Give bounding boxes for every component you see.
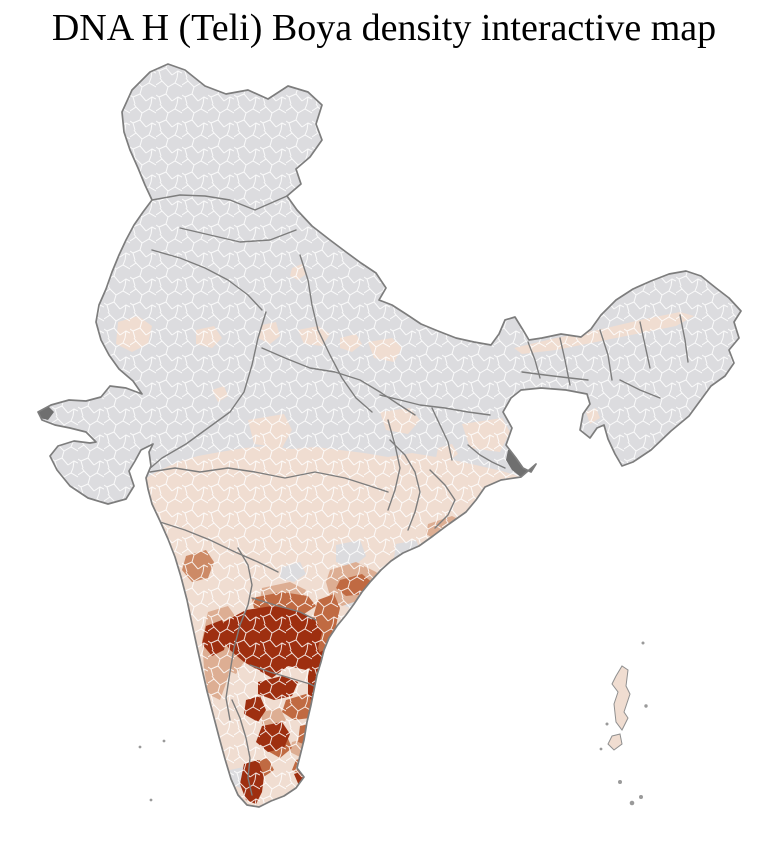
map-title: DNA H (Teli) Boya density interactive ma… [51,7,717,49]
andaman-nicobar-chain[interactable] [607,665,631,751]
national-border-outline [37,63,742,808]
state-borders [147,194,689,796]
district-borders-overlay [38,64,741,807]
andaman-nicobar-specks [599,641,648,806]
kutch-creek-marsh [38,406,54,420]
lakshadweep-specks [138,739,166,802]
